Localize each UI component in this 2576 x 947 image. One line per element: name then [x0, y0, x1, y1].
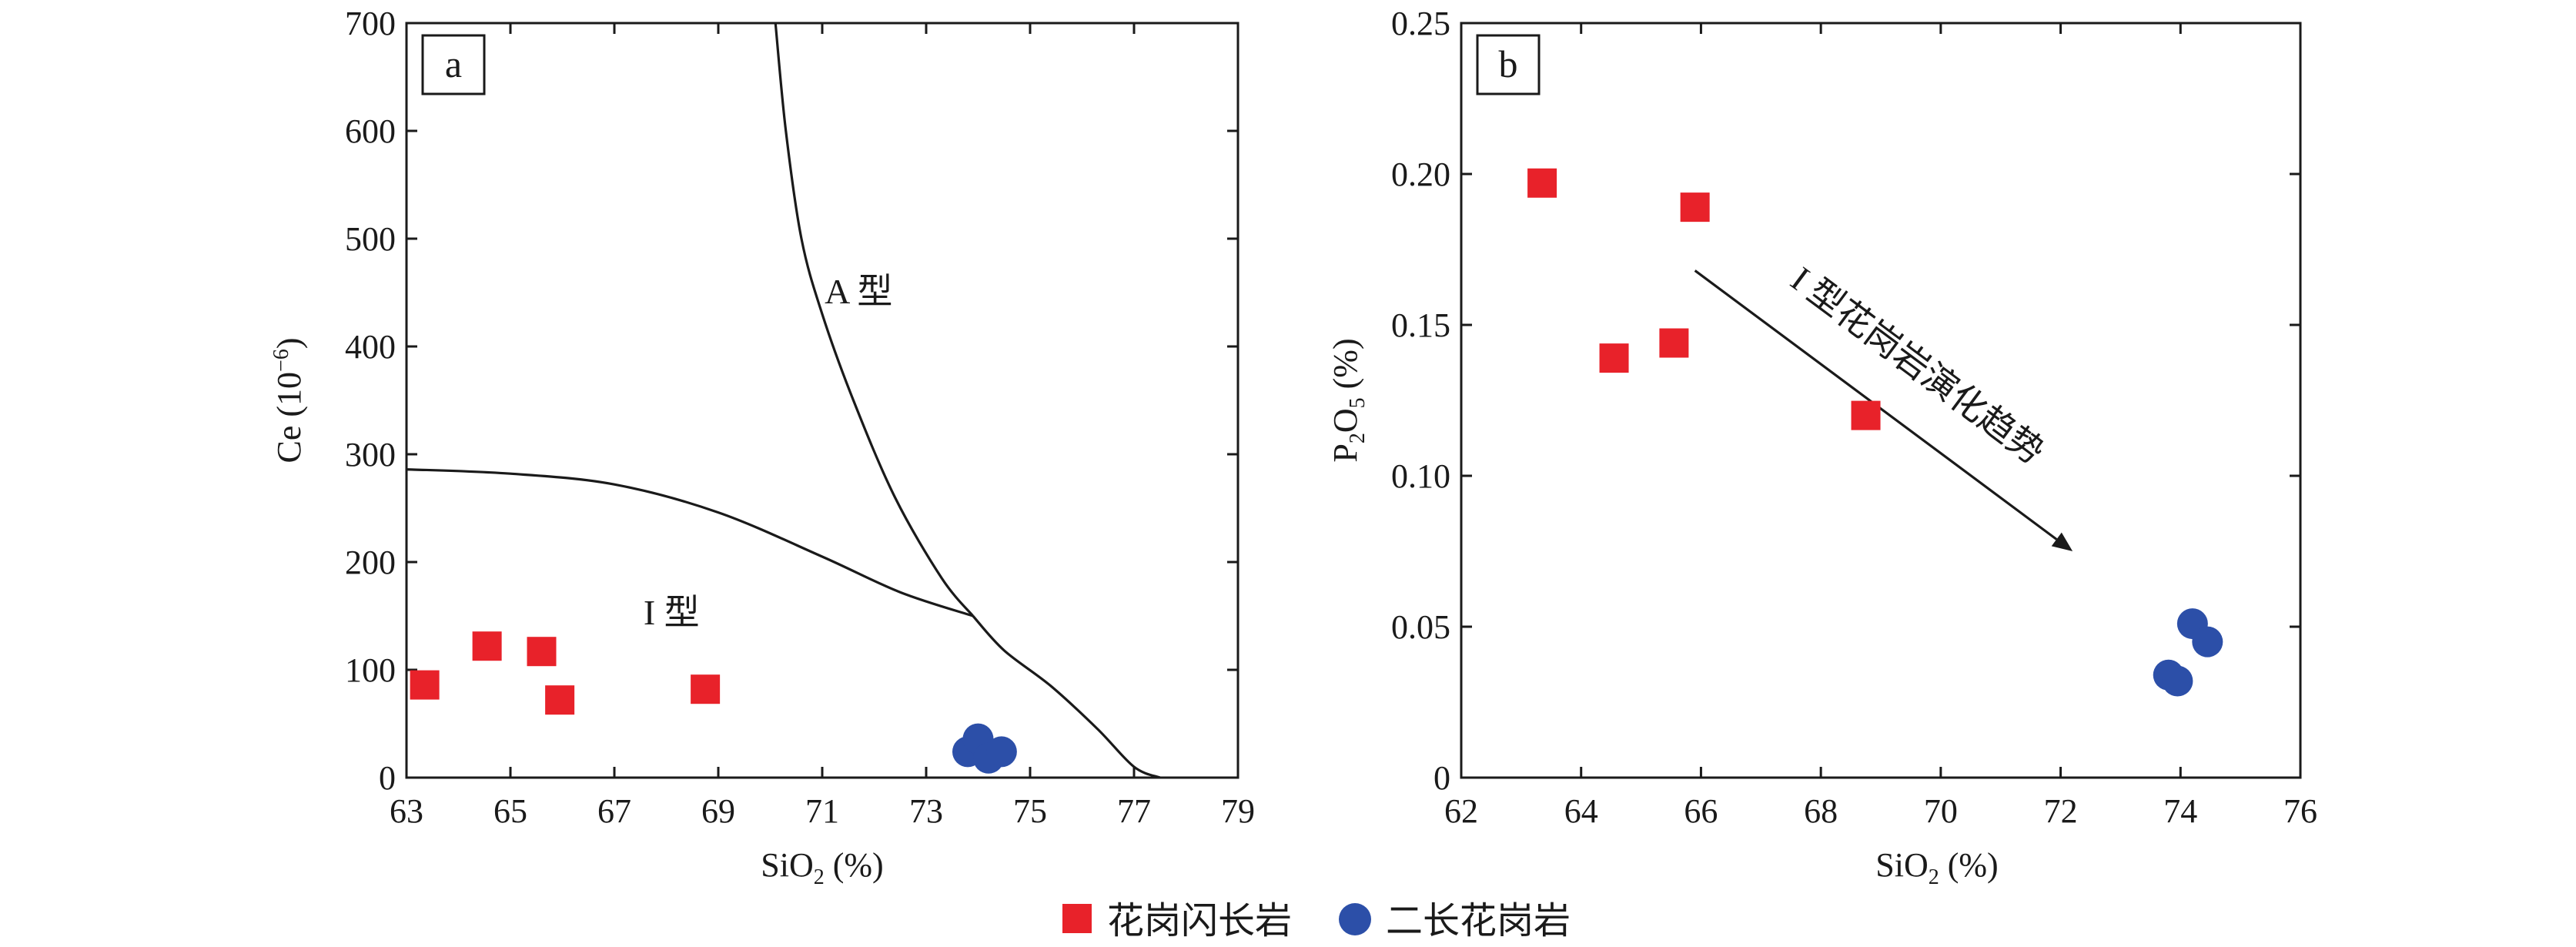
panel-b-point-granodiorite [1527, 168, 1557, 198]
trend-arrow-head [2051, 532, 2073, 551]
panel-a-x-tick-label: 65 [493, 792, 527, 830]
panel-b-y-tick-label: 0 [1434, 759, 1450, 797]
panel-b-x-tick-label: 64 [1564, 792, 1598, 830]
panel-b-point-granodiorite [1599, 343, 1629, 373]
legend-marker-granodiorite [1062, 904, 1092, 933]
panel-b-trend-arrow [1694, 269, 2073, 551]
panel-a-axes: 63 65 67 69 71 73 75 77 79 0 100 200 300 400 500 600 700 [345, 5, 1255, 830]
panel-b-letter: b [1499, 42, 1518, 85]
panel-a-y-tick-label: 200 [345, 544, 396, 581]
region-label-i-type: I 型 [644, 593, 700, 632]
panel-b-point-granodiorite [1851, 400, 1881, 430]
panel-a-x-tick-label: 69 [701, 792, 735, 830]
panel-a-letter: a [445, 42, 462, 85]
panel-a-x-tick-label: 63 [390, 792, 423, 830]
panel-a-y-tick-label: 0 [379, 759, 396, 797]
panel-b-y-axis-title: P2O5 (%) [1326, 338, 1370, 462]
legend-label-monzogranite: 二长花岗岩 [1386, 901, 1571, 942]
panel-b-y-tick-label: 0.20 [1391, 156, 1450, 193]
panel-b-y-tick-label: 0.25 [1391, 5, 1450, 42]
panel-a-letter-box [421, 34, 486, 95]
panel-a-point-granodiorite [527, 637, 557, 667]
panel-b-point-monzogranite [2192, 626, 2223, 658]
panel-a-point-granodiorite [691, 674, 721, 704]
panel-b-x-tick-label: 74 [2163, 792, 2197, 830]
legend-label-granodiorite: 花岗闪长岩 [1107, 901, 1292, 942]
panel-a-y-tick-label: 700 [345, 5, 396, 42]
panel-b-y-tick-label: 0.10 [1391, 457, 1450, 495]
panel-a-y-tick-label: 100 [345, 651, 396, 689]
panel-a-x-tick-label: 67 [597, 792, 631, 830]
panel-a-point-monzogranite [985, 736, 1017, 768]
panel-a-points [410, 631, 1017, 774]
panel-a-x-axis-title: SiO2 (%) [761, 846, 883, 889]
panel-a-y-tick-label: 600 [345, 112, 396, 150]
panel-b-y-tick-label: 0.05 [1391, 608, 1450, 646]
panel-a-boundary-curve-1 [406, 468, 974, 617]
panel-b-x-tick-label: 66 [1684, 792, 1718, 830]
panel-a-boundary-curve-2 [774, 22, 974, 617]
panel-b-plot-frame [1460, 22, 2302, 779]
panel-a-y-tick-label: 500 [345, 220, 396, 258]
panel-b-y-tick-label: 0.15 [1391, 306, 1450, 344]
panel-a-x-tick-label: 79 [1221, 792, 1255, 830]
panel-b-x-axis-title: SiO2 (%) [1875, 846, 1998, 889]
panel-a-y-tick-label: 400 [345, 328, 396, 366]
region-label-a-type: A 型 [825, 272, 892, 311]
panel-b-axes: 62 64 66 68 70 72 74 76 0 0.05 0.10 0.15 0.20 0.25 [1391, 5, 2317, 830]
panel-a: 63 65 67 69 71 73 75 77 79 0 100 200 300 400 500 600 700… [269, 5, 1255, 889]
panel-a-x-tick-label: 77 [1117, 792, 1151, 830]
panel-a-boundaries [406, 22, 1161, 779]
panel-b-x-tick-label: 76 [2283, 792, 2317, 830]
panel-a-point-granodiorite [472, 631, 502, 661]
panel-b-letter-box [1476, 34, 1541, 95]
panel-b-point-granodiorite [1680, 192, 1710, 223]
panel-b-x-tick-label: 72 [2044, 792, 2078, 830]
panel-a-y-tick-label: 300 [345, 436, 396, 474]
panel-a-point-granodiorite [410, 670, 440, 700]
legend: 花岗闪长岩 二长花岗岩 [1062, 901, 1571, 942]
panel-b-x-tick-label: 68 [1804, 792, 1838, 830]
panel-b-points [1527, 168, 2223, 697]
panel-b-point-granodiorite [1659, 328, 1689, 358]
panel-b-point-monzogranite [2162, 665, 2193, 697]
panel-b-x-tick-label: 62 [1444, 792, 1478, 830]
panel-a-point-granodiorite [545, 685, 575, 715]
panel-a-x-tick-label: 75 [1013, 792, 1047, 830]
panel-a-y-axis-title: Ce (10−6) [269, 338, 308, 463]
panel-a-x-tick-label: 73 [909, 792, 943, 830]
panel-b-x-tick-label: 70 [1924, 792, 1958, 830]
panel-a-x-tick-label: 71 [805, 792, 839, 830]
legend-marker-monzogranite [1339, 903, 1371, 935]
